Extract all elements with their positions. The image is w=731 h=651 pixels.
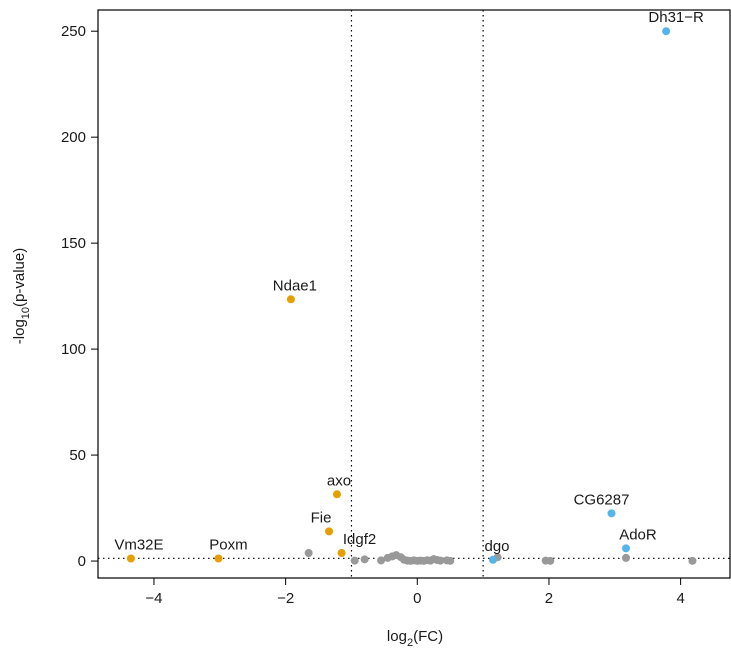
point-down: [337, 548, 346, 557]
point-ns: [350, 556, 359, 565]
y-axis-label: -log10(p-value): [11, 248, 32, 344]
point-down: [286, 295, 295, 304]
x-axis-label: log2(FC): [387, 628, 443, 649]
x-axis-label-tail: (FC): [413, 628, 443, 645]
y-tick-label: 150: [61, 235, 86, 252]
point-ns: [546, 556, 555, 565]
point-down: [126, 554, 135, 563]
point-down: [332, 490, 341, 499]
x-tick-label: −2: [277, 590, 294, 607]
point-up: [662, 27, 671, 36]
point-ns: [621, 553, 630, 562]
x-axis: −4 −2 0 2 4: [145, 578, 685, 607]
x-axis-label-main: log: [387, 628, 407, 645]
point-label: Idgf2: [343, 531, 376, 548]
plot-frame: [97, 9, 731, 579]
y-tick-label: 200: [61, 129, 86, 146]
point-down: [214, 554, 223, 563]
point-label: AdoR: [619, 526, 657, 543]
point-label: Fie: [311, 509, 332, 526]
point-label: Dh31−R: [648, 9, 704, 26]
y-axis-label-subscript: 10: [20, 307, 32, 319]
y-axis-label-tail: (p-value): [11, 248, 28, 307]
x-tick-label: −4: [145, 590, 162, 607]
y-tick-label: 0: [78, 553, 86, 570]
y-tick-label: 250: [61, 23, 86, 40]
point-label: Ndae1: [273, 277, 317, 294]
point-label: Poxm: [209, 537, 247, 554]
x-tick-label: 0: [413, 590, 421, 607]
point-ns: [446, 556, 455, 565]
point-ns: [360, 555, 369, 564]
point-label: Vm32E: [114, 537, 163, 554]
y-tick-label: 100: [61, 341, 86, 358]
y-axis: 0 50 100 150 200 250: [61, 23, 98, 570]
point-label: CG6287: [574, 491, 630, 508]
plot-area: Vm32E Poxm Ndae1 axo Fie Idgf2 Dh31−R CG6287 Ado…: [97, 9, 731, 579]
point-ns: [688, 556, 697, 565]
point-up: [489, 555, 497, 564]
x-axis-label-subscript: 2: [407, 637, 413, 649]
x-tick-label: 2: [545, 590, 553, 607]
point-ns: [436, 556, 445, 565]
point-up: [607, 509, 616, 518]
x-tick-label: 4: [676, 590, 684, 607]
point-ns: [304, 548, 313, 557]
point-label: axo: [327, 472, 351, 489]
point-label: dgo: [484, 538, 509, 555]
point-down: [325, 527, 334, 536]
y-axis-label-main: -log: [11, 319, 28, 344]
point-up: [621, 544, 630, 553]
y-tick-label: 50: [69, 447, 86, 464]
point-ns: [377, 556, 386, 565]
